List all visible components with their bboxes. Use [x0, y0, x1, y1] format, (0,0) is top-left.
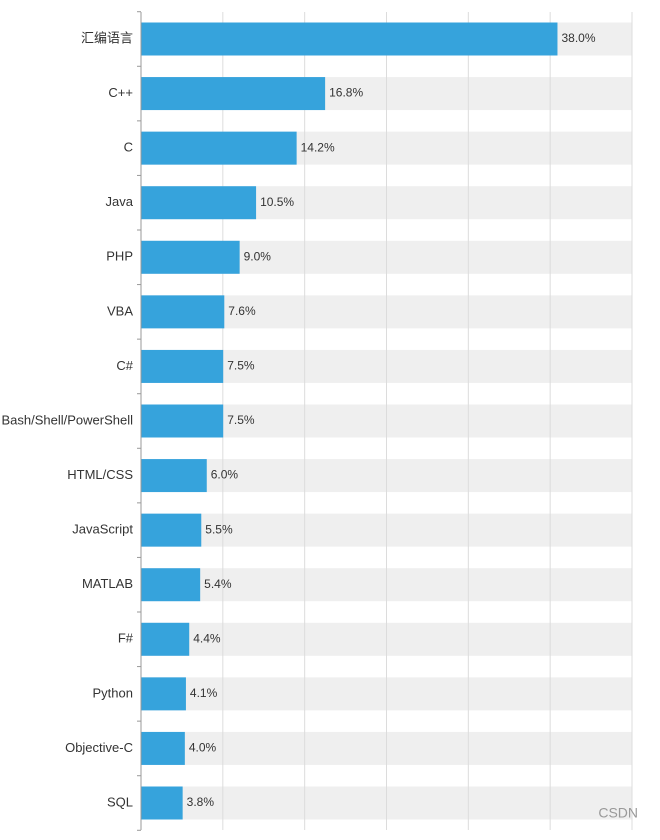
category-label: F#	[118, 631, 134, 646]
value-label: 9.0%	[244, 249, 272, 263]
category-label: MATLAB	[82, 576, 133, 591]
bar	[141, 295, 225, 329]
category-label: C#	[116, 358, 133, 373]
category-label: Bash/Shell/PowerShell	[1, 412, 133, 427]
bar	[141, 186, 257, 220]
value-label: 5.4%	[204, 577, 232, 591]
bar	[141, 22, 558, 56]
category-label: SQL	[107, 794, 133, 809]
bar	[141, 131, 297, 165]
category-label: HTML/CSS	[67, 467, 133, 482]
value-label: 4.0%	[189, 741, 217, 755]
category-label: Python	[93, 685, 133, 700]
category-label: 汇编语言	[81, 30, 133, 45]
value-label: 7.6%	[228, 304, 256, 318]
bar	[141, 240, 240, 274]
value-label: 16.8%	[329, 86, 363, 100]
bar	[141, 349, 224, 383]
category-label: PHP	[106, 249, 133, 264]
category-label: VBA	[107, 303, 133, 318]
value-label: 4.4%	[193, 631, 221, 645]
bar	[141, 459, 207, 493]
category-label: Java	[106, 194, 134, 209]
value-label: 3.8%	[187, 795, 215, 809]
value-label: 6.0%	[211, 468, 239, 482]
bar	[141, 786, 183, 820]
category-label: Objective-C	[65, 740, 133, 755]
value-label: 5.5%	[205, 522, 233, 536]
bar	[141, 404, 224, 438]
bar	[141, 622, 190, 656]
category-label: JavaScript	[72, 522, 133, 537]
bar	[141, 677, 186, 711]
value-label: 7.5%	[227, 413, 255, 427]
bar	[141, 513, 202, 547]
value-label: 4.1%	[190, 686, 218, 700]
category-label: C++	[108, 85, 133, 100]
bar	[141, 568, 201, 602]
bar	[141, 731, 185, 765]
plot: 汇编语言 38.0% C++ 16.8% C 14.2% Java 10.5% PHP 9.0% V…	[1, 11, 633, 831]
watermark: CSDN	[598, 805, 638, 821]
value-label: 7.5%	[227, 359, 255, 373]
value-label: 38.0%	[561, 31, 595, 45]
value-label: 10.5%	[260, 195, 294, 209]
category-label: C	[124, 140, 133, 155]
value-label: 14.2%	[301, 140, 335, 154]
bar	[141, 77, 326, 111]
